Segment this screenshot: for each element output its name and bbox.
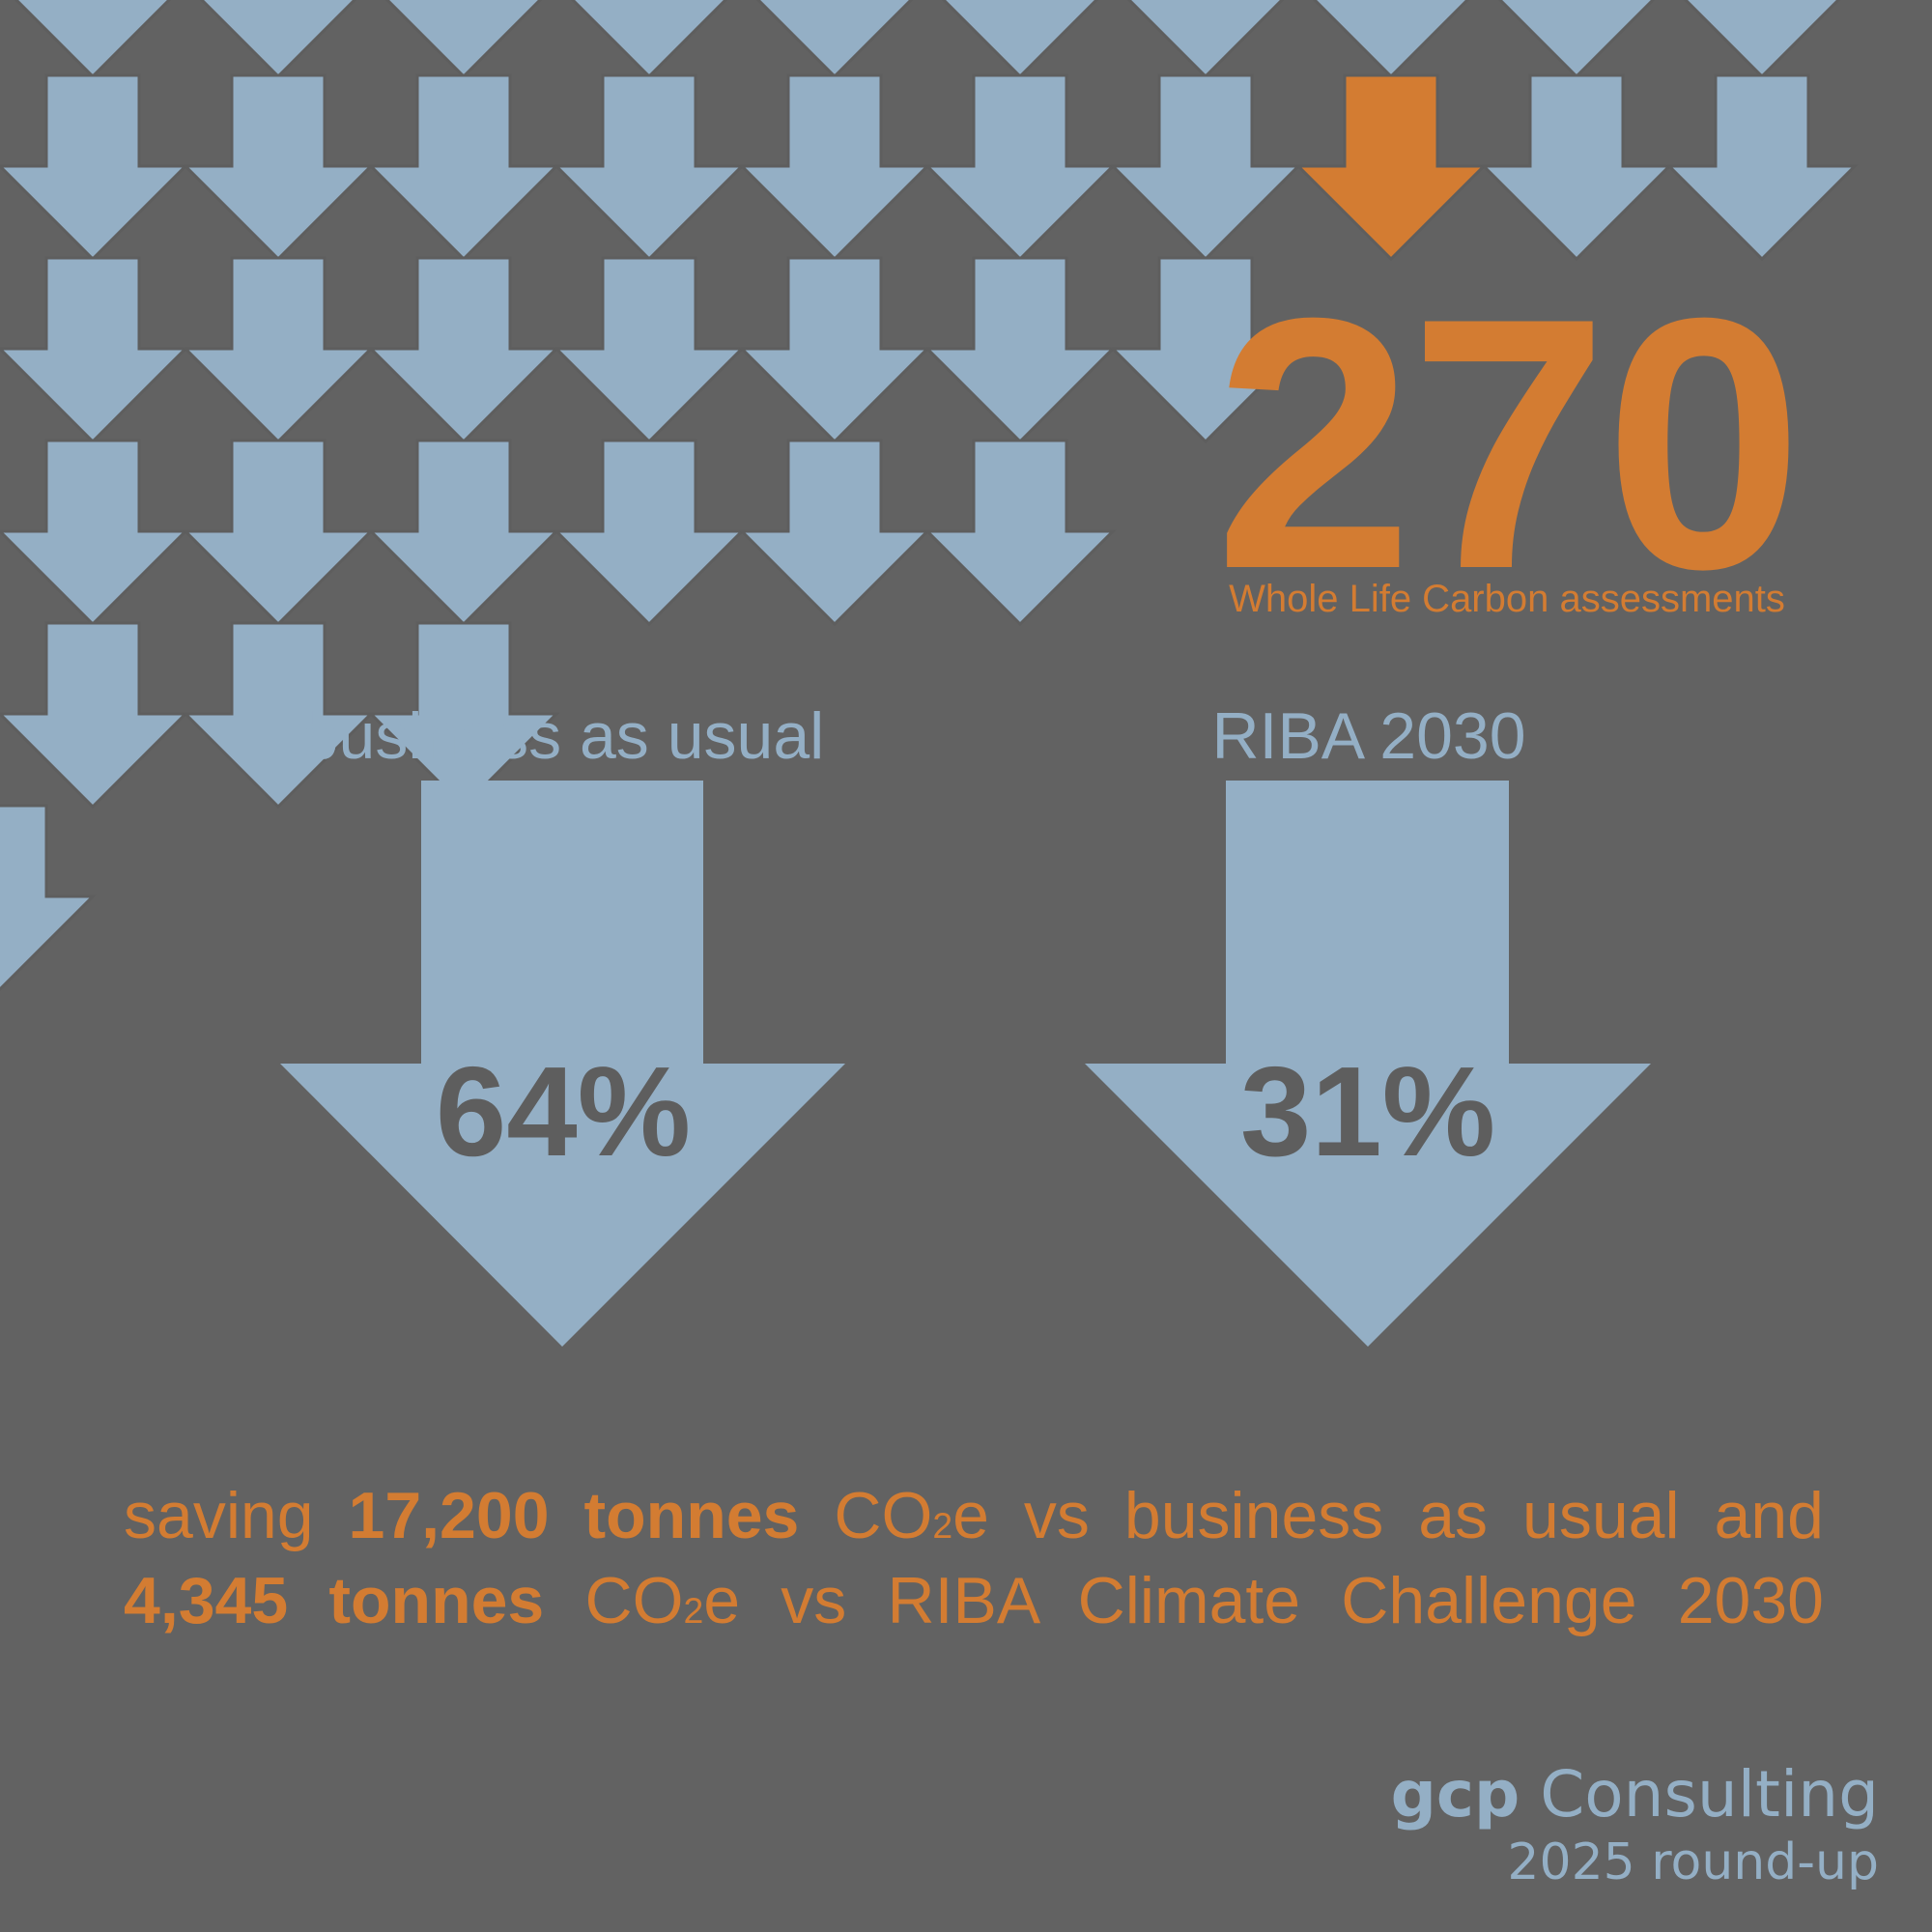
pattern-arrow — [1109, 256, 1302, 444]
business-as-usual-percent: 64% — [435, 1040, 692, 1182]
pattern-arrow — [553, 73, 746, 262]
co2-subscript: 2 — [932, 1505, 953, 1546]
pattern-arrow — [553, 256, 746, 444]
pattern-arrow — [738, 73, 931, 262]
assessment-count: 270 — [1214, 244, 1803, 643]
pattern-arrow — [923, 256, 1117, 444]
pattern-arrow — [367, 73, 560, 262]
pattern-arrow — [1480, 73, 1673, 262]
pattern-arrow — [14, 0, 172, 79]
co2-label: CO — [799, 1479, 933, 1552]
co2-subscript: 2 — [683, 1590, 704, 1631]
business-as-usual-label: business as usual — [301, 699, 825, 773]
pattern-arrow — [755, 0, 914, 79]
pattern-arrow — [1683, 0, 1841, 79]
pattern-arrow — [367, 256, 560, 444]
pattern-arrow — [367, 621, 560, 810]
highlight-arrow — [1294, 73, 1488, 262]
brand-block: gcp Consulting 2025 round-up — [1390, 1757, 1879, 1895]
pattern-arrow — [0, 256, 189, 444]
brand-name-bold: gcp — [1390, 1757, 1520, 1832]
saving-suffix-riba: e vs RIBA Climate Challenge 2030 — [703, 1564, 1825, 1637]
pattern-arrow — [553, 439, 746, 627]
pattern-arrow — [1126, 0, 1285, 79]
co2-label: CO — [544, 1564, 684, 1637]
riba-2030-down-arrow — [1085, 781, 1651, 1347]
riba-2030-percent: 31% — [1239, 1040, 1496, 1182]
pattern-arrow — [738, 439, 931, 627]
pattern-arrow — [367, 439, 560, 627]
pattern-arrow — [1109, 73, 1302, 262]
saving-line-2: 4,345 tonnes CO2e vs RIBA Climate Challe… — [124, 1563, 1824, 1648]
brand-name: gcp Consulting — [1390, 1757, 1879, 1832]
riba-2030-label: RIBA 2030 — [1211, 699, 1526, 773]
brand-name-rest: Consulting — [1520, 1757, 1879, 1832]
pattern-arrow — [384, 0, 543, 79]
saving-amount-bau: 17,200 tonnes — [348, 1479, 800, 1552]
pattern-arrow — [738, 256, 931, 444]
pattern-arrow — [923, 439, 1117, 627]
business-as-usual-down-arrow — [280, 781, 845, 1347]
pattern-arrow — [0, 804, 97, 992]
pattern-arrow — [1312, 0, 1470, 79]
pattern-arrow — [182, 256, 375, 444]
saving-prefix: saving — [124, 1479, 349, 1552]
saving-line-1: saving 17,200 tonnes CO2e vs business as… — [124, 1478, 1824, 1563]
pattern-arrow — [199, 0, 357, 79]
pattern-arrow — [1497, 0, 1656, 79]
carbon-saving-statement: saving 17,200 tonnes CO2e vs business as… — [124, 1478, 1824, 1648]
saving-suffix-bau: e vs business as usual and — [952, 1479, 1824, 1552]
assessment-caption: Whole Life Carbon assessments — [1229, 578, 1785, 620]
pattern-arrow — [0, 621, 189, 810]
pattern-arrow — [923, 73, 1117, 262]
brand-tagline: 2025 round-up — [1507, 1833, 1879, 1891]
pattern-arrow — [570, 0, 728, 79]
pattern-arrow — [182, 621, 375, 810]
pattern-arrow — [182, 439, 375, 627]
pattern-arrow — [941, 0, 1099, 79]
pattern-arrow — [1665, 73, 1859, 262]
saving-amount-riba: 4,345 tonnes — [124, 1564, 545, 1637]
pattern-arrow — [182, 73, 375, 262]
pattern-arrow — [0, 439, 189, 627]
pattern-arrow — [0, 73, 189, 262]
